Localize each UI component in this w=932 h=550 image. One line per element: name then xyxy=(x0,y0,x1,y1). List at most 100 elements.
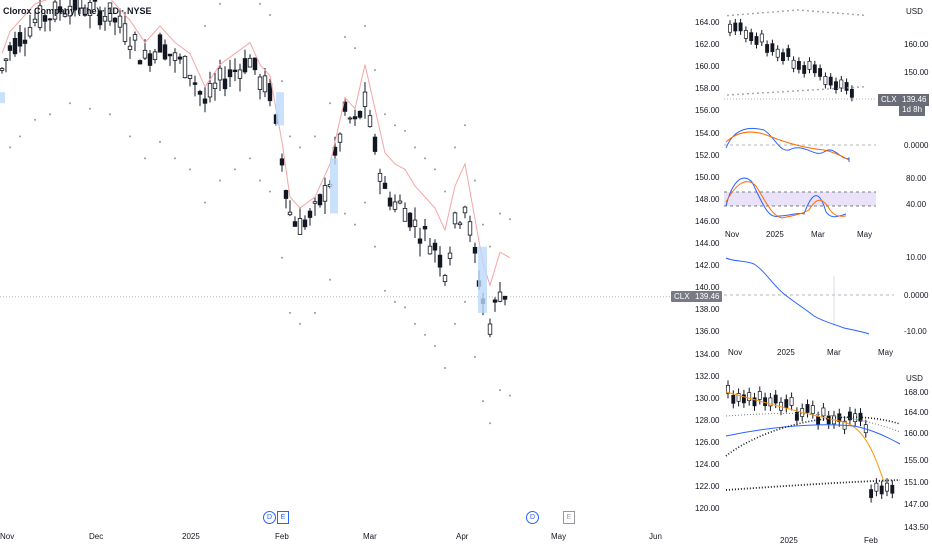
band-dot xyxy=(852,13,854,16)
candle-body xyxy=(472,246,478,254)
band-dot xyxy=(354,223,356,226)
candle-body xyxy=(0,68,5,71)
band-dot xyxy=(109,113,111,116)
y-tick: 160.00 xyxy=(904,40,929,49)
candle-body xyxy=(232,69,238,73)
candle-body xyxy=(447,252,453,259)
candle-body xyxy=(267,83,273,102)
candle-body xyxy=(192,82,198,85)
main-price-tag-symbol: CLX xyxy=(671,291,693,302)
y-tick: -10.00 xyxy=(904,327,927,336)
band-dot xyxy=(444,367,446,370)
band-dot xyxy=(329,102,331,105)
band-dot xyxy=(802,89,804,92)
band-dot xyxy=(847,13,849,15)
candle-body xyxy=(352,116,358,120)
candle-body xyxy=(784,399,789,408)
band-dot xyxy=(777,91,779,93)
mini-price-panel[interactable]: USD 160.00 150.00 CLX 139.46 1d 8h xyxy=(724,0,932,122)
candle-body xyxy=(422,226,428,230)
highlight-box xyxy=(330,158,338,214)
candle-body xyxy=(754,36,759,45)
candle-body xyxy=(77,0,83,9)
y-tick: 144.00 xyxy=(695,239,720,248)
momentum-line xyxy=(725,257,870,335)
band-dot xyxy=(787,90,789,93)
band-dot xyxy=(454,322,456,325)
candle-body xyxy=(122,23,128,42)
band-dot xyxy=(817,88,819,91)
band-dot xyxy=(767,11,769,14)
band-dot xyxy=(204,25,206,27)
band-dot xyxy=(777,10,779,13)
y-tick: 138.00 xyxy=(695,305,720,315)
y-tick: 160.00 xyxy=(904,429,929,438)
band-dot xyxy=(732,93,734,96)
band-dot xyxy=(454,146,456,149)
band-dot xyxy=(404,306,406,309)
stochastic-panel[interactable]: 80.00 40.00 Nov 2025 Mar May xyxy=(724,172,932,246)
band-dot xyxy=(489,422,491,425)
dividend-event-icon[interactable]: D xyxy=(526,511,539,524)
band-dot xyxy=(757,92,759,95)
band-dot xyxy=(269,13,271,16)
bottom-price-panel[interactable]: USD 168.00 164.00 160.00 155.00 151.00 1… xyxy=(724,362,932,550)
band-dot xyxy=(374,245,376,248)
main-chart-canvas[interactable] xyxy=(0,0,670,550)
candle-body xyxy=(377,172,383,182)
band-dot xyxy=(727,94,729,96)
band-dot xyxy=(129,135,131,138)
band-dot xyxy=(474,356,476,358)
candle-body xyxy=(839,79,844,89)
candle-body xyxy=(810,405,815,414)
candle-body xyxy=(442,275,448,283)
candle-body xyxy=(312,201,318,204)
x-tick: May xyxy=(551,532,567,541)
candle-body xyxy=(731,394,736,404)
earnings-event-icon[interactable]: E xyxy=(277,511,289,524)
candle-body xyxy=(279,158,285,166)
earnings-event-icon[interactable]: E xyxy=(563,511,575,524)
mini-price-canvas xyxy=(724,9,876,102)
candle-body xyxy=(197,91,203,95)
y-tick: 168.00 xyxy=(904,388,929,397)
band-dot xyxy=(489,245,491,248)
band-dot xyxy=(837,87,839,90)
candle-body xyxy=(728,23,732,33)
x-tick: Jun xyxy=(649,532,662,541)
band-dot xyxy=(299,146,301,149)
band-dot xyxy=(792,9,794,12)
candle-body xyxy=(82,13,88,16)
dividend-event-icon[interactable]: D xyxy=(263,511,276,524)
y-tick: 0.0000 xyxy=(904,141,929,150)
candle-body xyxy=(222,78,228,90)
candle-body xyxy=(794,411,799,421)
candle-body xyxy=(773,394,778,404)
y-tick: 146.00 xyxy=(695,216,720,226)
main-chart[interactable]: Clorox Company (The) · 1D · NYSE CLX xyxy=(0,0,693,550)
x-tick: Dec xyxy=(89,532,104,541)
candle-body xyxy=(117,15,123,28)
y-tick: 156.00 xyxy=(695,106,720,116)
momentum-panel[interactable]: 10.00 0.0000 -10.00 Nov 2025 Mar May xyxy=(724,246,932,362)
band-dot xyxy=(394,300,396,303)
band-dot xyxy=(219,179,221,182)
ma-black-dotted-upper xyxy=(725,416,900,457)
candle-body xyxy=(869,489,874,498)
candle-body xyxy=(162,44,168,60)
candle-body xyxy=(87,1,93,16)
band-dot xyxy=(34,118,36,121)
candle-body xyxy=(733,22,738,32)
candle-body xyxy=(821,407,826,417)
candle-body xyxy=(497,291,503,302)
band-dot xyxy=(509,218,511,221)
candle-body xyxy=(37,5,43,28)
candle-body xyxy=(736,393,741,402)
y-tick: 126.00 xyxy=(695,437,720,447)
main-x-axis: Nov Dec 2025 Feb Mar Apr May Jun xyxy=(0,530,670,550)
band-dot xyxy=(832,11,834,14)
band-dot xyxy=(89,107,91,110)
candle-body xyxy=(302,219,308,228)
band-dot xyxy=(464,124,466,127)
macd-panel[interactable]: 0.0000 xyxy=(724,122,932,172)
